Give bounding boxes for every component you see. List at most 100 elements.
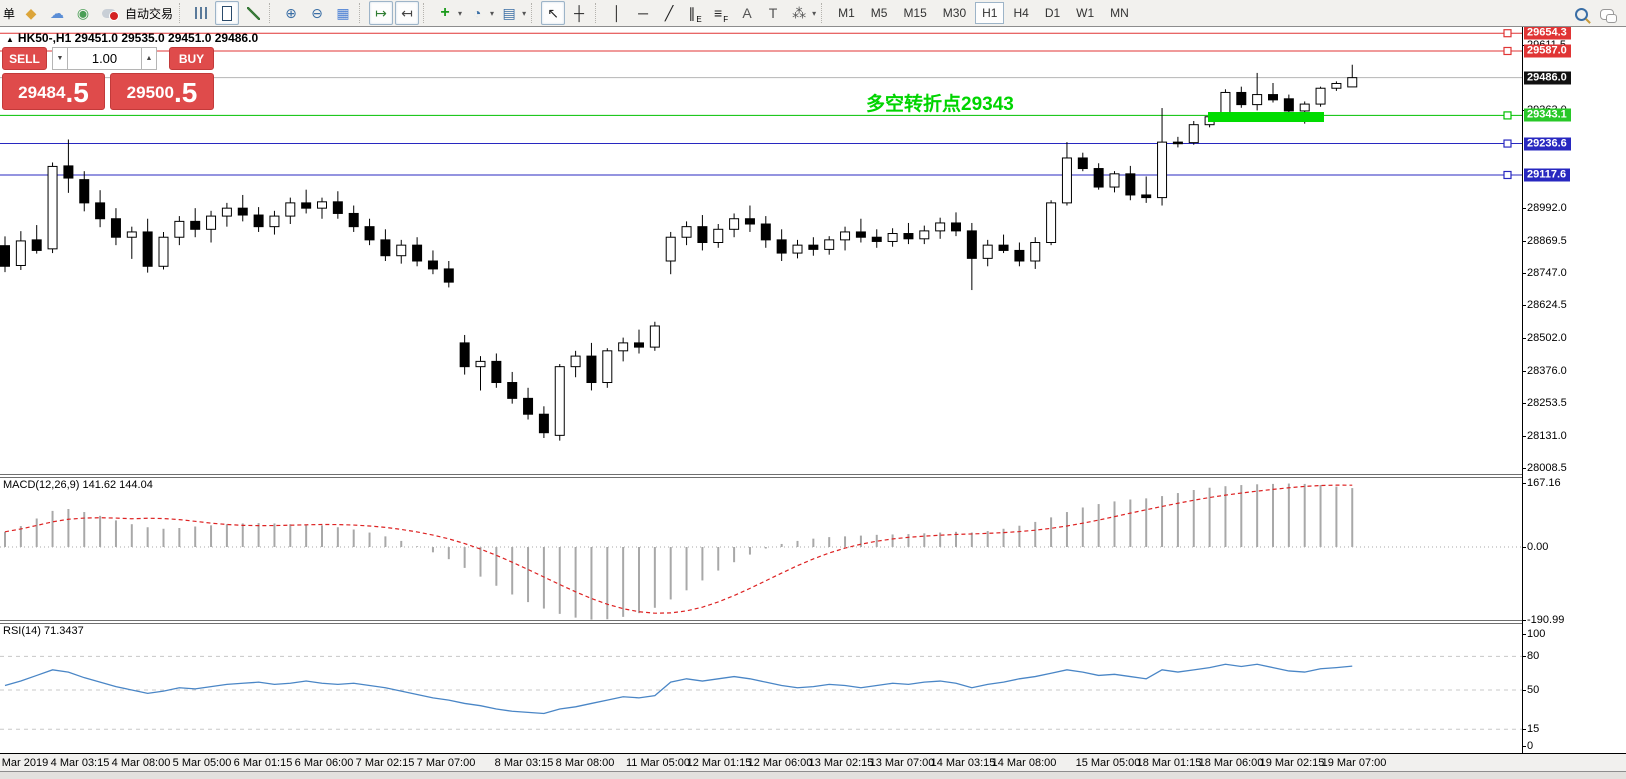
- signals-icon: ◉: [76, 4, 90, 21]
- crosshair-icon[interactable]: ┼: [567, 1, 591, 25]
- buy-price-button[interactable]: 29500.5: [110, 73, 214, 110]
- metaeditor-icon[interactable]: ☁: [45, 1, 69, 25]
- rsi-indicator-canvas[interactable]: [0, 624, 1522, 753]
- timeframe-m5[interactable]: M5: [870, 6, 888, 20]
- new-order-icon[interactable]: ◆: [19, 1, 43, 25]
- candle: [760, 216, 771, 248]
- pane-separator[interactable]: [0, 474, 1522, 478]
- rsi-label: RSI(14) 71.3437: [3, 625, 84, 637]
- time-label: 13 Mar 07:00: [869, 757, 935, 769]
- timeframe-d1[interactable]: D1: [1044, 6, 1061, 20]
- timeframe-m1[interactable]: M1: [838, 6, 855, 20]
- collapse-icon[interactable]: ▲: [6, 35, 14, 44]
- volume-down-button[interactable]: ▼: [52, 47, 68, 70]
- macd-indicator-canvas[interactable]: [0, 478, 1522, 620]
- highlight-bar[interactable]: [1208, 112, 1324, 123]
- dropdown-caret-icon[interactable]: ▾: [812, 8, 817, 18]
- one-click-trading-panel: SELL ▼ 1.00 ▲ BUY 29484.5 29500.5: [2, 47, 214, 110]
- price-axis[interactable]: 29611.529363.028992.028869.528747.028624…: [1522, 27, 1626, 753]
- autotrading-label[interactable]: 自动交易: [125, 6, 174, 21]
- time-label: 7 Mar 02:15: [355, 757, 415, 769]
- candle: [697, 215, 708, 251]
- search-icon[interactable]: [1569, 2, 1593, 26]
- time-label: 12 Mar 06:00: [747, 757, 813, 769]
- fibonacci-icon[interactable]: ≡ F: [709, 1, 733, 25]
- chart-annotation-text[interactable]: 多空转折点29343: [866, 94, 1014, 115]
- zoom-in-icon[interactable]: ⊕: [279, 1, 303, 25]
- periods-icon[interactable]: ◔: [465, 1, 489, 25]
- sell-button[interactable]: SELL: [2, 47, 47, 70]
- macd-label: MACD(12,26,9) 141.62 144.04: [3, 479, 153, 491]
- metaeditor-icon: ☁: [50, 4, 65, 21]
- auto-scroll-icon[interactable]: ↦: [369, 1, 394, 25]
- candle: [1236, 86, 1247, 108]
- candle: [142, 218, 153, 273]
- dropdown-caret-icon[interactable]: ▾: [458, 8, 463, 18]
- horizontal-line-icon[interactable]: ─: [631, 1, 655, 25]
- chart-shift-icon[interactable]: ↤: [395, 1, 420, 25]
- candle: [713, 224, 724, 248]
- time-label: 14 Mar 03:15: [930, 757, 996, 769]
- candlestick-chart-icon[interactable]: [215, 1, 240, 25]
- templates-icon[interactable]: ▤: [497, 1, 521, 25]
- timeframe-h1[interactable]: H1: [975, 2, 1005, 24]
- new-order-label[interactable]: 单: [3, 6, 16, 21]
- dropdown-caret-icon[interactable]: ▾: [490, 8, 495, 18]
- level-handle[interactable]: [1503, 29, 1512, 38]
- timeframe-m15[interactable]: M15: [903, 6, 927, 20]
- candle: [1141, 176, 1152, 203]
- signals-icon[interactable]: ◉: [71, 1, 95, 25]
- trendline-icon[interactable]: ╱: [657, 1, 681, 25]
- axis-tick: 28376.0: [1523, 364, 1567, 377]
- time-axis[interactable]: Mar 2019 4 Mar 03:15 4 Mar 08:00 5 Mar 05:0…: [0, 753, 1626, 771]
- candle: [982, 239, 993, 267]
- text-label-icon[interactable]: T: [761, 1, 785, 25]
- zoom-out-icon[interactable]: ⊖: [305, 1, 329, 25]
- sell-price-button[interactable]: 29484.5: [2, 73, 105, 110]
- auto-scroll-icon: ↦: [375, 4, 387, 21]
- candle: [871, 229, 882, 248]
- price-chart-canvas[interactable]: [0, 27, 1522, 474]
- level-handle[interactable]: [1503, 139, 1512, 148]
- chat-icon[interactable]: [1595, 2, 1619, 26]
- candle: [1109, 171, 1120, 193]
- indicators-icon[interactable]: +: [433, 1, 457, 25]
- timeframe-w1[interactable]: W1: [1076, 6, 1095, 20]
- toolbar-separator: [179, 3, 185, 23]
- volume-up-button[interactable]: ▲: [141, 47, 157, 70]
- text-icon[interactable]: A: [735, 1, 759, 25]
- level-handle[interactable]: [1503, 111, 1512, 120]
- equidistant-channel-icon[interactable]: ∥ E: [683, 1, 707, 25]
- volume-input[interactable]: 1.00: [68, 47, 141, 70]
- toolbar-separator: [269, 3, 275, 23]
- vertical-line-icon[interactable]: │: [605, 1, 629, 25]
- level-handle[interactable]: [1503, 170, 1512, 180]
- timeframe-m30[interactable]: M30: [942, 6, 967, 20]
- candle: [47, 162, 58, 254]
- timeframe-mn[interactable]: MN: [1110, 6, 1129, 20]
- buy-button[interactable]: BUY: [169, 47, 214, 70]
- candle: [538, 406, 549, 438]
- price-badge: 29587.0: [1524, 44, 1571, 58]
- tile-windows-icon: ▦: [336, 4, 350, 21]
- line-chart-icon[interactable]: [241, 1, 265, 25]
- candle: [729, 213, 740, 238]
- time-label: 6 Mar 01:15: [233, 757, 293, 769]
- timeframe-h4[interactable]: H4: [1013, 6, 1029, 20]
- crosshair-icon: ┼: [574, 5, 585, 21]
- dropdown-caret-icon[interactable]: ▾: [522, 8, 527, 18]
- level-handle[interactable]: [1503, 46, 1512, 56]
- pane-separator[interactable]: [0, 620, 1522, 624]
- chart-title: ▲ HK50-,H1 29451.0 29535.0 29451.0 29486.…: [6, 31, 258, 45]
- macd-signal-line: [4, 484, 1353, 614]
- tile-windows-icon[interactable]: ▦: [331, 1, 355, 25]
- cursor-icon[interactable]: ↖: [541, 1, 566, 25]
- axis-tick: 28869.5: [1523, 234, 1567, 247]
- arrows-icon[interactable]: ⁂: [787, 1, 811, 25]
- autotrading-icon[interactable]: [97, 1, 121, 25]
- candle: [1077, 152, 1088, 172]
- time-label: Mar 2019: [1, 757, 49, 769]
- text-label-icon: T: [768, 5, 778, 21]
- candle: [1347, 64, 1358, 88]
- bar-chart-icon[interactable]: [189, 1, 213, 25]
